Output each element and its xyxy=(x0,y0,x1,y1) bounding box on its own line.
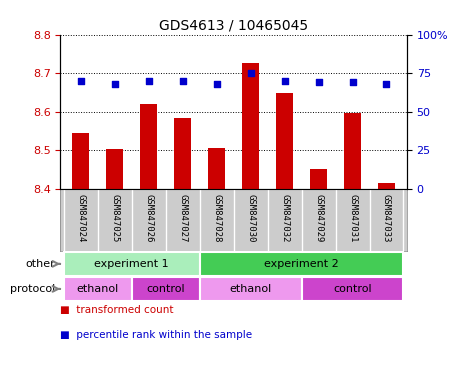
Bar xyxy=(310,169,327,189)
Bar xyxy=(242,63,259,189)
Bar xyxy=(174,118,191,189)
Text: GSM847025: GSM847025 xyxy=(110,194,120,242)
Bar xyxy=(64,252,199,276)
Point xyxy=(383,81,390,87)
Point xyxy=(213,81,220,87)
Text: experiment 2: experiment 2 xyxy=(264,259,339,269)
Bar xyxy=(302,277,404,301)
Bar xyxy=(106,149,123,189)
Text: GSM847028: GSM847028 xyxy=(212,194,221,242)
Bar xyxy=(140,104,157,189)
Text: protocol: protocol xyxy=(10,284,55,294)
Text: other: other xyxy=(26,259,55,269)
Text: ethanol: ethanol xyxy=(77,284,119,294)
Text: ethanol: ethanol xyxy=(230,284,272,294)
Text: GSM847026: GSM847026 xyxy=(144,194,153,242)
Text: GSM847027: GSM847027 xyxy=(178,194,187,242)
Text: GSM847032: GSM847032 xyxy=(280,194,289,242)
Text: GSM847031: GSM847031 xyxy=(348,194,357,242)
Title: GDS4613 / 10465045: GDS4613 / 10465045 xyxy=(159,18,308,32)
Point xyxy=(145,78,153,84)
Point xyxy=(315,79,322,85)
Text: ■  transformed count: ■ transformed count xyxy=(60,305,174,315)
Point xyxy=(179,78,186,84)
Bar xyxy=(132,277,199,301)
Bar xyxy=(344,113,361,189)
Text: GSM847033: GSM847033 xyxy=(382,194,391,242)
Text: experiment 1: experiment 1 xyxy=(94,259,169,269)
Text: GSM847029: GSM847029 xyxy=(314,194,323,242)
Bar xyxy=(378,183,395,189)
Text: control: control xyxy=(146,284,185,294)
Bar xyxy=(276,93,293,189)
Point xyxy=(281,78,288,84)
Point xyxy=(247,70,254,76)
Text: GSM847024: GSM847024 xyxy=(76,194,86,242)
Point xyxy=(349,79,356,85)
Bar xyxy=(73,133,89,189)
Bar xyxy=(208,148,225,189)
Bar xyxy=(199,252,404,276)
Bar xyxy=(199,277,302,301)
Point xyxy=(77,78,85,84)
Point xyxy=(111,81,119,87)
Text: control: control xyxy=(333,284,372,294)
Text: GSM847030: GSM847030 xyxy=(246,194,255,242)
Text: ■  percentile rank within the sample: ■ percentile rank within the sample xyxy=(60,330,252,340)
Bar xyxy=(64,277,132,301)
